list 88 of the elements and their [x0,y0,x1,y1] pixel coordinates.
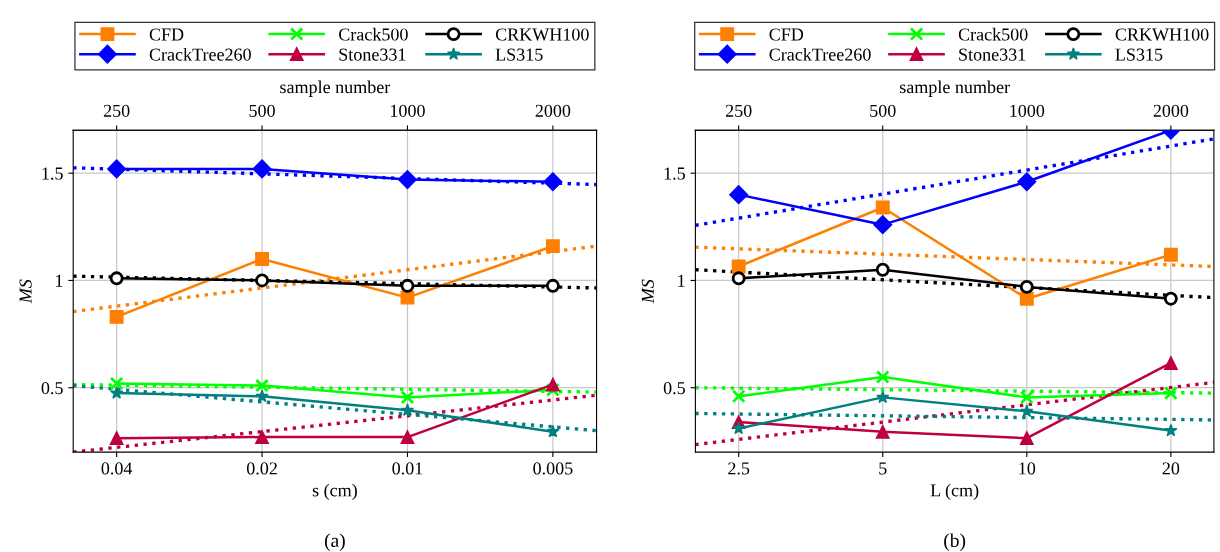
y-tick-label: 0.5 [41,381,63,395]
point [1020,404,1034,418]
point [255,378,269,393]
point [255,389,269,403]
x-tick-label: 5 [879,462,887,475]
point [545,278,560,293]
legend-label: CFD [149,28,184,41]
legend-label: LS315 [1115,48,1163,61]
point [400,403,415,417]
point [1163,356,1178,370]
legend-label: CFD [769,28,804,41]
x-tick-label: 0.04 [101,462,133,475]
annotation: 2000 [1153,104,1189,117]
point [545,239,560,254]
point [255,252,269,266]
point [731,389,746,404]
legend-label: CrackTree260 [149,47,251,61]
y-tick-label: 0.5 [663,381,685,395]
legend-label: Crack500 [339,27,408,41]
legend-label: CRKWH100 [1115,28,1209,41]
point [1164,423,1178,437]
point [1163,291,1178,306]
text: (a) [324,533,345,552]
y-axis-title: MS [19,279,32,304]
annotation: 250 [103,104,130,117]
point [400,430,415,445]
point [875,262,890,277]
y-tick-label: 1.5 [664,167,685,180]
point [107,159,127,179]
x2-axis-title: sample number [280,80,391,97]
point [109,386,124,399]
point [1017,172,1037,192]
y-tick-label: 1 [678,274,685,287]
x2-axis-title: sample number [899,80,1010,97]
point [875,370,890,384]
point [1019,291,1034,306]
point [731,259,746,274]
point [109,431,124,446]
point [397,170,418,190]
point [109,271,124,286]
annotation: 250 [725,104,752,117]
x-tick-label: 0.005 [533,462,573,475]
legend-label: LS315 [495,48,543,61]
point [731,271,746,286]
annotation: 2000 [535,104,571,117]
point [545,382,560,397]
y-tick-label: 1.5 [42,167,63,180]
point [546,424,560,438]
point [109,376,124,391]
annotation: 1000 [391,104,425,117]
x-tick-label: 2.5 [728,462,750,475]
point [255,430,269,445]
point [252,159,272,179]
point [873,215,893,235]
annotation: 1000 [1010,104,1045,117]
x-axis-title: L (cm) [930,483,979,501]
x-tick-label: 20 [1162,462,1180,475]
point [400,278,415,293]
point [875,424,890,439]
annotation: 500 [249,104,275,117]
point [1019,279,1034,294]
point [1019,390,1034,405]
point [545,377,560,392]
x-tick-label: 10 [1019,462,1036,475]
y-tick-label: 1 [56,274,63,287]
text: (b) [944,533,966,552]
annotation: 500 [870,104,896,117]
y-axis-title: MS [641,279,654,304]
point [400,290,415,305]
point [1019,431,1034,446]
point [109,309,124,324]
point [732,421,746,435]
legend-label: CRKWH100 [495,28,589,41]
x-tick-label: 0.01 [392,462,423,475]
legend-label: CrackTree260 [769,47,871,61]
point [876,390,890,404]
point [1163,247,1178,262]
point [875,200,890,215]
point [1163,386,1178,401]
point [400,390,415,405]
legend-label: Stone331 [339,48,406,61]
legend-label: Crack500 [958,27,1028,41]
point [729,185,749,205]
x-axis-title: s (cm) [312,483,357,501]
x-tick-label: 0.02 [246,462,277,475]
point [255,273,269,288]
legend-label: Stone331 [959,48,1026,61]
point [543,172,563,192]
